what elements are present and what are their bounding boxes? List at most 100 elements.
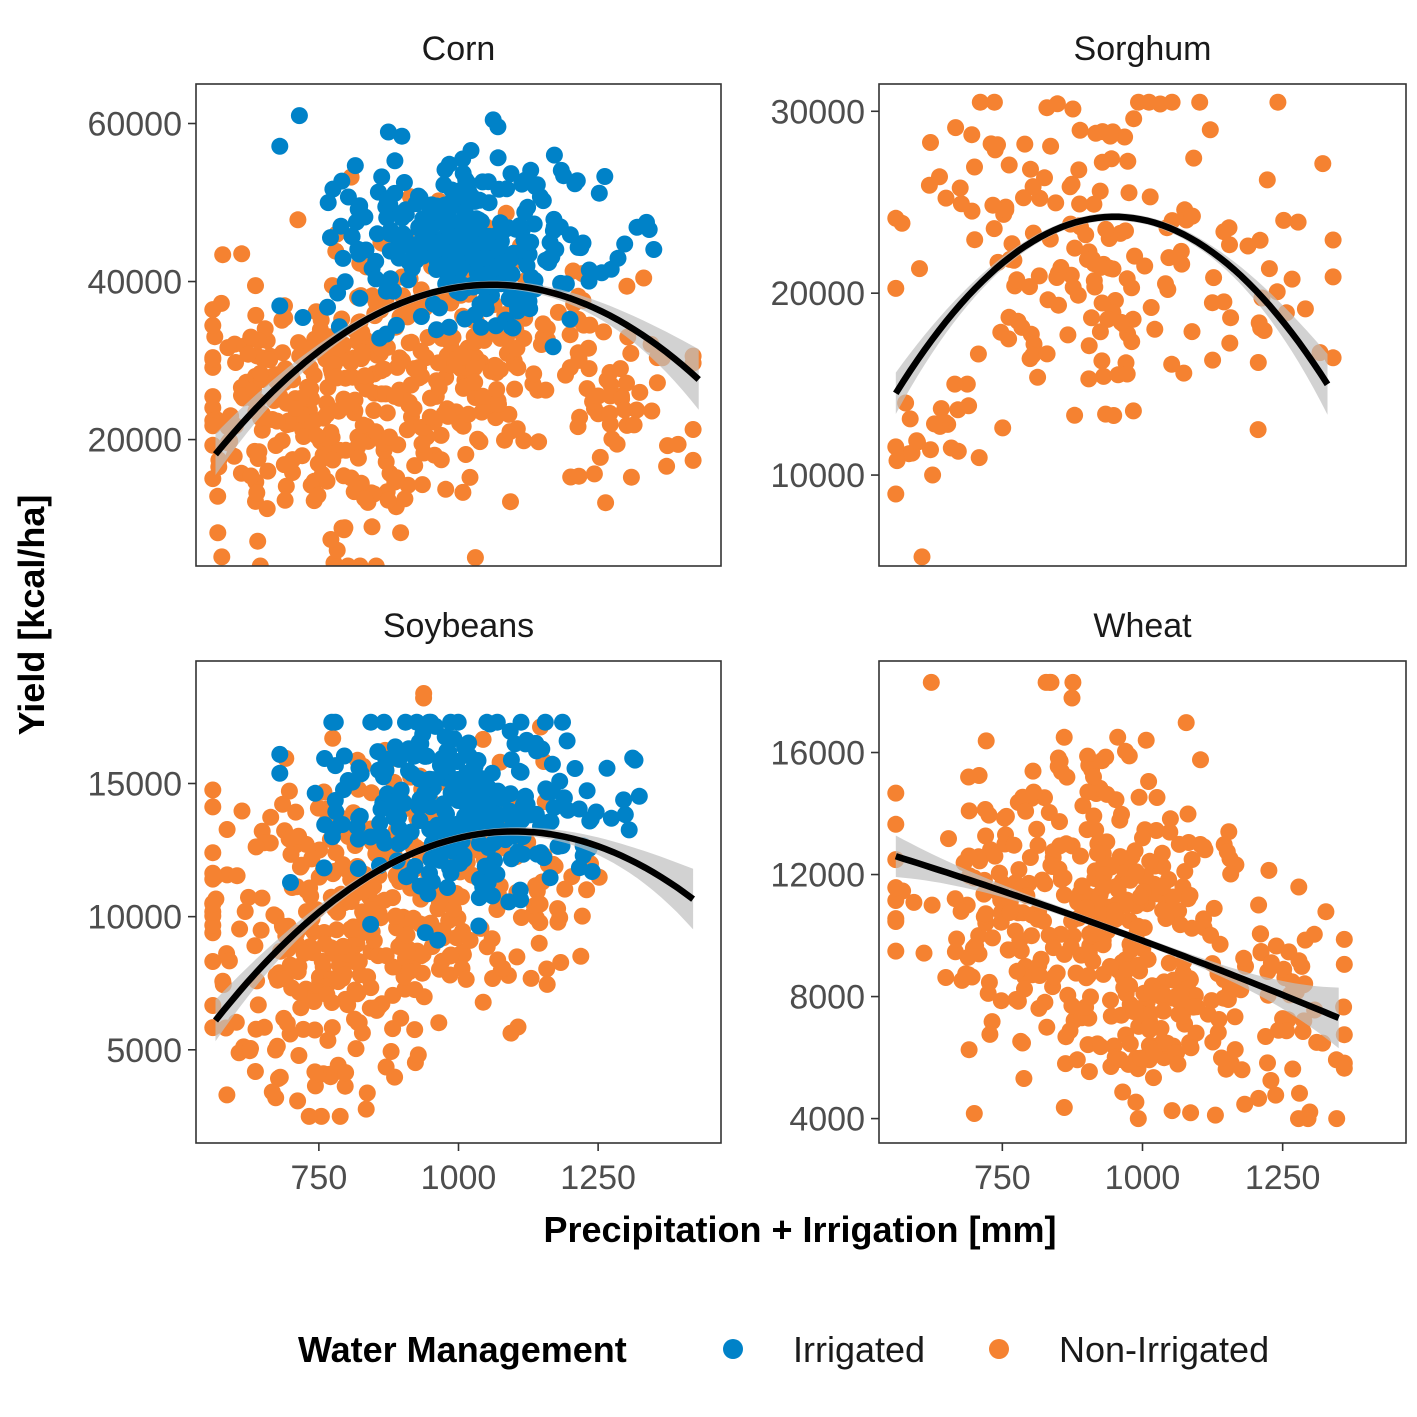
point-irrigated	[386, 792, 404, 810]
point-non-irrigated	[335, 521, 353, 539]
point-irrigated	[324, 180, 342, 198]
point-non-irrigated	[363, 901, 380, 919]
panel-title-sorghum: Sorghum	[1074, 30, 1212, 68]
point-non-irrigated	[353, 1024, 371, 1042]
point-non-irrigated	[461, 931, 479, 949]
point-non-irrigated	[1080, 1063, 1098, 1081]
point-irrigated	[504, 319, 522, 337]
fit-line-wheat	[894, 853, 1340, 1021]
point-non-irrigated	[922, 673, 940, 691]
point-non-irrigated	[402, 376, 420, 394]
point-non-irrigated	[1335, 930, 1353, 948]
point-non-irrigated	[1215, 989, 1233, 1007]
point-non-irrigated	[531, 895, 549, 913]
point-non-irrigated	[1179, 805, 1197, 823]
point-non-irrigated	[1092, 1038, 1110, 1056]
point-irrigated	[386, 738, 404, 756]
point-irrigated	[544, 222, 562, 240]
point-non-irrigated	[648, 374, 666, 392]
point-non-irrigated	[1025, 783, 1043, 801]
point-non-irrigated	[1085, 272, 1103, 290]
point-non-irrigated	[218, 821, 236, 838]
point-non-irrigated	[1074, 797, 1092, 815]
point-non-irrigated	[1071, 195, 1089, 213]
point-non-irrigated	[471, 433, 489, 451]
point-non-irrigated	[396, 490, 414, 508]
point-non-irrigated	[1251, 925, 1269, 943]
point-irrigated	[514, 845, 532, 863]
point-irrigated	[449, 713, 467, 731]
point-irrigated	[552, 161, 570, 179]
point-non-irrigated	[398, 421, 416, 439]
point-non-irrigated	[522, 969, 540, 987]
point-non-irrigated	[410, 359, 428, 377]
point-non-irrigated	[1063, 997, 1081, 1015]
point-non-irrigated	[966, 231, 984, 249]
point-non-irrigated	[494, 959, 512, 977]
point-irrigated	[395, 174, 413, 191]
point-non-irrigated	[1120, 184, 1138, 202]
point-non-irrigated	[1024, 178, 1042, 196]
point-non-irrigated	[247, 1020, 265, 1038]
point-irrigated	[476, 249, 494, 267]
point-non-irrigated	[278, 1014, 296, 1032]
point-non-irrigated	[887, 879, 905, 897]
point-non-irrigated	[388, 358, 406, 376]
point-non-irrigated	[887, 784, 905, 802]
point-non-irrigated	[564, 262, 582, 280]
point-non-irrigated	[949, 442, 967, 460]
point-non-irrigated	[1052, 869, 1070, 886]
point-irrigated	[510, 762, 528, 780]
point-non-irrigated	[1317, 903, 1335, 921]
point-non-irrigated	[262, 808, 280, 826]
point-non-irrigated	[951, 179, 969, 197]
point-non-irrigated	[350, 953, 368, 971]
point-non-irrigated	[1291, 1084, 1308, 1102]
point-non-irrigated	[303, 849, 321, 867]
point-non-irrigated	[984, 196, 1002, 214]
point-non-irrigated	[1066, 239, 1084, 257]
point-irrigated	[362, 713, 380, 731]
point-non-irrigated	[989, 136, 1006, 154]
point-irrigated	[460, 182, 478, 200]
point-non-irrigated	[1205, 899, 1223, 917]
point-non-irrigated	[992, 323, 1010, 341]
point-non-irrigated	[1192, 751, 1209, 769]
point-non-irrigated	[508, 948, 526, 966]
point-non-irrigated	[331, 1107, 349, 1125]
point-non-irrigated	[1099, 310, 1117, 328]
point-non-irrigated	[213, 548, 231, 566]
point-non-irrigated	[1236, 1095, 1254, 1113]
point-non-irrigated	[1068, 1051, 1086, 1069]
point-non-irrigated	[322, 939, 340, 957]
point-non-irrigated	[1047, 194, 1065, 212]
point-non-irrigated	[1028, 820, 1046, 838]
point-irrigated	[436, 161, 454, 179]
point-non-irrigated	[1249, 421, 1267, 439]
point-non-irrigated	[1059, 326, 1077, 344]
panel-sorghum: Sorghum 10000 20000 30000	[770, 30, 1407, 567]
point-non-irrigated	[239, 345, 257, 363]
point-non-irrigated	[488, 358, 506, 376]
point-non-irrigated	[304, 413, 322, 431]
point-non-irrigated	[295, 428, 313, 445]
point-non-irrigated	[887, 815, 905, 833]
point-non-irrigated	[598, 371, 616, 389]
point-irrigated	[352, 765, 370, 783]
point-irrigated	[512, 891, 530, 909]
point-irrigated	[399, 271, 417, 289]
point-non-irrigated	[985, 220, 1003, 238]
point-non-irrigated	[459, 405, 477, 423]
point-non-irrigated	[336, 1077, 354, 1095]
point-irrigated	[351, 289, 369, 307]
point-non-irrigated	[212, 294, 230, 312]
point-non-irrigated	[1127, 1093, 1145, 1111]
point-non-irrigated	[353, 343, 371, 361]
point-non-irrigated	[409, 1046, 427, 1064]
point-non-irrigated	[1093, 294, 1111, 312]
point-non-irrigated	[1113, 805, 1130, 823]
point-irrigated	[512, 713, 530, 731]
point-non-irrigated	[1183, 323, 1201, 341]
point-non-irrigated	[1041, 673, 1059, 691]
point-non-irrigated	[251, 557, 269, 566]
